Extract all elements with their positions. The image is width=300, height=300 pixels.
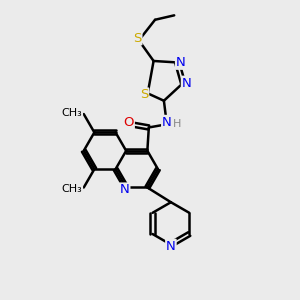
Text: N: N <box>162 116 172 129</box>
Text: N: N <box>176 56 186 69</box>
Text: CH₃: CH₃ <box>61 184 82 194</box>
Text: H: H <box>173 119 181 129</box>
Text: O: O <box>124 116 134 129</box>
Text: N: N <box>182 76 191 90</box>
Text: S: S <box>133 32 142 44</box>
Text: N: N <box>166 240 176 253</box>
Text: N: N <box>120 183 130 196</box>
Text: S: S <box>140 88 148 101</box>
Text: CH₃: CH₃ <box>61 108 82 118</box>
